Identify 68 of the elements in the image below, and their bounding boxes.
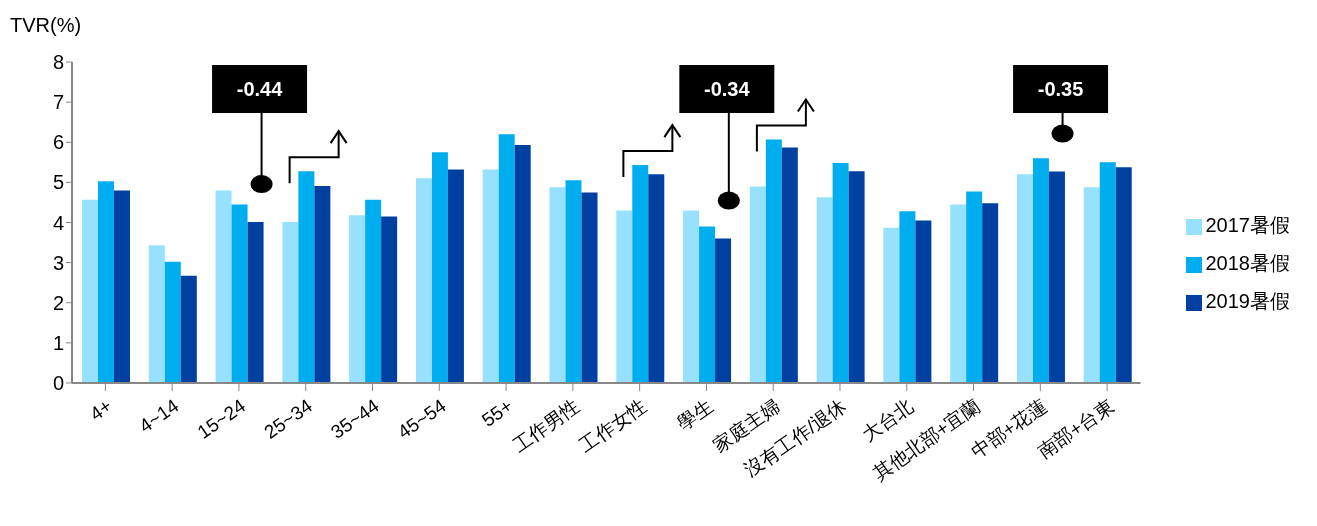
bar xyxy=(381,216,398,383)
bar xyxy=(982,203,999,383)
y-tick-label: 6 xyxy=(52,131,64,154)
bar xyxy=(648,174,665,383)
bar xyxy=(1048,171,1065,383)
legend-label: 2017暑假 xyxy=(1205,214,1290,236)
y-tick-label: 1 xyxy=(52,331,64,354)
bar xyxy=(581,192,598,383)
bar xyxy=(915,220,932,383)
bar xyxy=(848,171,865,383)
bar xyxy=(1032,158,1049,383)
bar xyxy=(180,275,197,383)
bar xyxy=(431,152,448,383)
bar xyxy=(1016,174,1033,383)
bar xyxy=(314,185,331,383)
y-tick-label: 3 xyxy=(52,251,64,274)
bar xyxy=(415,178,432,383)
bar xyxy=(765,139,782,383)
y-tick-label: 2 xyxy=(52,291,64,314)
bar xyxy=(82,199,99,383)
bar xyxy=(699,226,716,383)
bar xyxy=(816,197,833,383)
bar xyxy=(114,190,131,383)
bar xyxy=(749,186,766,383)
bar xyxy=(298,171,315,383)
bar xyxy=(832,163,849,383)
bar xyxy=(498,134,515,383)
bar xyxy=(514,145,531,383)
bar xyxy=(215,190,232,383)
bar xyxy=(950,204,967,383)
bar xyxy=(247,222,264,383)
legend-label: 2018暑假 xyxy=(1205,252,1290,274)
bar xyxy=(349,215,366,383)
bar xyxy=(549,187,566,383)
bar xyxy=(899,211,916,383)
y-tick-label: 4 xyxy=(52,211,64,234)
bar xyxy=(715,238,732,383)
bar xyxy=(148,245,165,383)
bar xyxy=(282,222,299,383)
y-tick-label: 7 xyxy=(52,91,64,114)
legend-label: 2019暑假 xyxy=(1205,290,1290,312)
x-tick-label: 4+ xyxy=(85,395,116,425)
y-tick-label: 8 xyxy=(52,51,64,74)
y-axis-title: TVR(%) xyxy=(10,14,82,37)
bar xyxy=(781,147,798,383)
bar xyxy=(966,191,983,383)
y-tick-label: 5 xyxy=(52,171,64,194)
annotation: -0.44 xyxy=(236,78,284,100)
bar xyxy=(365,199,382,383)
bar xyxy=(482,169,499,383)
bar xyxy=(98,181,115,383)
bar xyxy=(565,180,582,383)
bar xyxy=(616,210,633,383)
bar xyxy=(1099,162,1116,383)
bar xyxy=(683,210,700,383)
x-tick-label: 55+ xyxy=(477,395,517,431)
annotation: -0.34 xyxy=(704,78,751,100)
x-tick-label: 4~14 xyxy=(135,394,183,437)
bar xyxy=(164,261,181,383)
bar xyxy=(1083,187,1100,383)
x-tick-label: 學生 xyxy=(673,395,717,435)
annotation: -0.35 xyxy=(1037,78,1084,100)
bar xyxy=(447,169,464,383)
bar xyxy=(883,227,900,383)
y-tick-label: 0 xyxy=(52,372,64,395)
bar xyxy=(1115,167,1132,383)
bar xyxy=(231,204,248,383)
bar xyxy=(632,165,649,383)
